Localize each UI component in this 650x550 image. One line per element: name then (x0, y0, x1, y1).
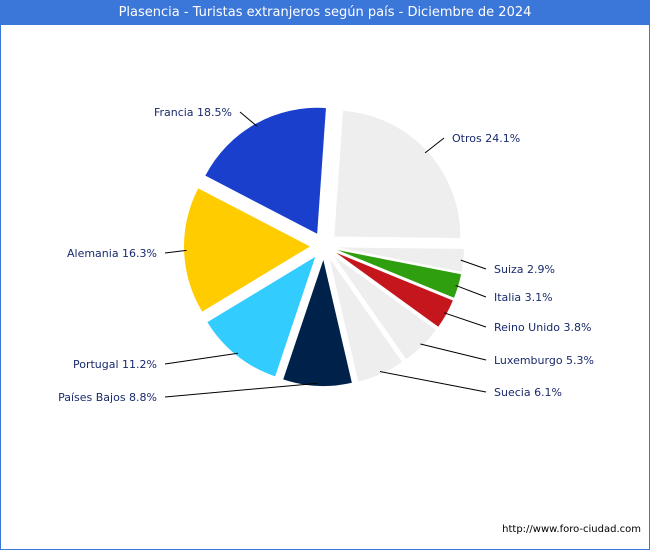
slice-label-reino-unido: Reino Unido 3.8% (494, 321, 591, 334)
pie-slice-italia (337, 250, 462, 298)
leader-line-portugal (164, 352, 239, 365)
leader-line-países-bajos (164, 382, 318, 398)
pie-slice-francia (205, 107, 326, 234)
leader-line-suiza (460, 259, 487, 270)
slice-label-francia: Francia 18.5% (154, 106, 232, 119)
leader-line-otros (424, 137, 445, 154)
pie-slice-portugal (207, 256, 316, 377)
leader-line-alemania (164, 249, 187, 254)
slice-label-alemania: Alemania 16.3% (67, 247, 157, 260)
leader-line-italia (455, 284, 487, 298)
pie-slice-países-bajos (283, 259, 352, 386)
pie-slice-suiza (337, 247, 464, 272)
slice-label-países-bajos: Países Bajos 8.8% (58, 391, 157, 404)
leader-line-francia (239, 111, 258, 127)
leader-line-suecia (379, 371, 487, 393)
slice-label-portugal: Portugal 11.2% (73, 358, 157, 371)
leader-line-luxemburgo (420, 343, 487, 361)
slice-label-italia: Italia 3.1% (494, 291, 553, 304)
pie-slice-suecia (329, 258, 403, 382)
slice-label-suiza: Suiza 2.9% (494, 263, 555, 276)
slice-label-suecia: Suecia 6.1% (494, 386, 562, 399)
source-link[interactable]: http://www.foro-ciudad.com (502, 524, 641, 535)
pie-slice-otros (334, 110, 461, 238)
pie-slice-luxemburgo (333, 255, 436, 360)
chart-title: Plasencia - Turistas extranjeros según p… (1, 1, 649, 25)
pie-slice-reino-unido (336, 252, 453, 327)
slice-label-luxemburgo: Luxemburgo 5.3% (494, 354, 594, 367)
slice-label-otros: Otros 24.1% (452, 132, 520, 145)
pie-chart: Otros 24.1% Suiza 2.9% Italia 3.1% Reino Un… (58, 106, 594, 404)
pie-slice-alemania (184, 188, 311, 312)
leader-line-reino-unido (443, 312, 487, 328)
